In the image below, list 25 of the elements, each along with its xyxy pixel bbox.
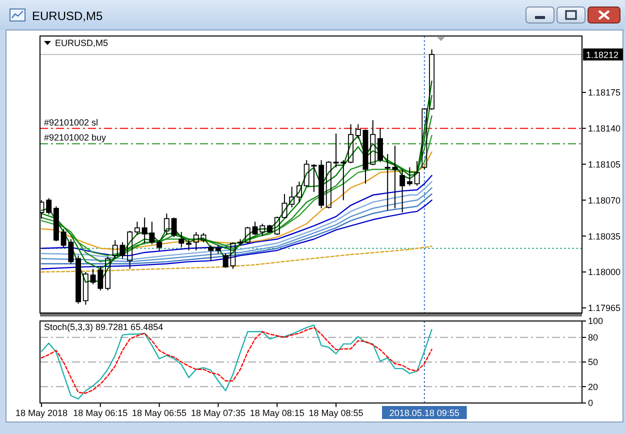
x-tick-label: 18 May 08:55 — [308, 408, 364, 418]
y-tick-label: 1.18035 — [588, 231, 621, 242]
y-tick-label: 80 — [588, 332, 598, 343]
ref-line-label: #92101002 sl — [44, 117, 98, 128]
x-tick-label: 18 May 07:35 — [190, 408, 246, 418]
x-tick-label: 18 May 06:55 — [132, 408, 187, 418]
ref-line-label: 2018.05.18 09:55 — [389, 408, 460, 418]
x-tick-label: 18 May 08:15 — [250, 408, 304, 418]
y-tick-label: 1.18070 — [588, 195, 621, 206]
y-tick-label: 100 — [588, 316, 604, 326]
ref-line-label: 1.18212 — [586, 50, 619, 60]
ref-line-label: #92101002 buy — [44, 132, 107, 143]
y-tick-label: 20 — [588, 382, 598, 392]
y-tick-label: 1.18000 — [588, 267, 621, 278]
y-tick-label: 50 — [588, 357, 598, 368]
x-tick-label: 18 May 2018 — [15, 408, 68, 418]
y-tick-label: 1.17965 — [588, 303, 621, 314]
y-tick-label: 0 — [588, 398, 594, 408]
chart-title: EURUSD,M5 — [32, 9, 103, 23]
y-tick-label: 1.18175 — [588, 88, 621, 98]
chart-subtitle: EURUSD,M5 — [55, 38, 108, 48]
x-tick-label: 18 May 06:15 — [73, 408, 128, 418]
y-tick-label: 1.18105 — [588, 159, 621, 170]
y-tick-label: 1.18140 — [588, 124, 621, 134]
chart-title: Stoch(5,3,3) 89.7281 65.4854 — [44, 322, 164, 332]
